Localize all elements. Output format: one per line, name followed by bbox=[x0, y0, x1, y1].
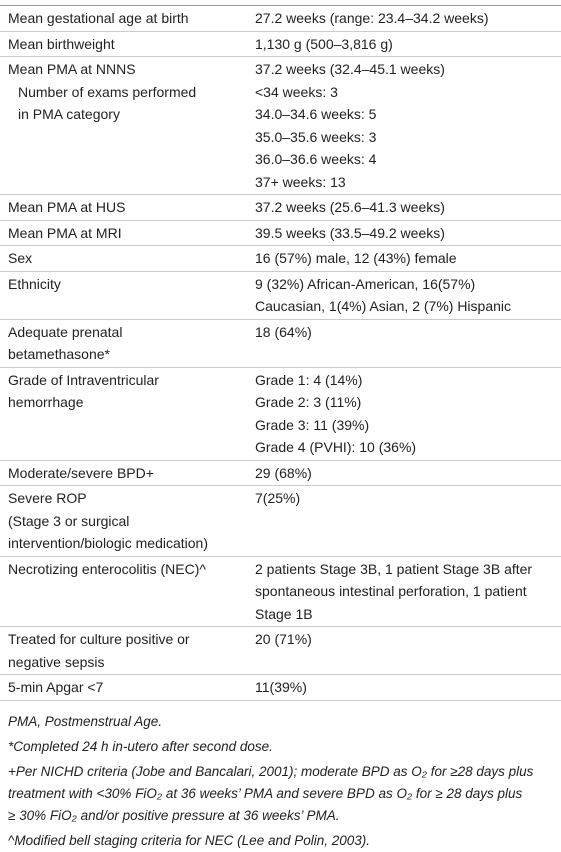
label-cell: Mean PMA at HUS bbox=[0, 194, 247, 221]
row-value: 37.2 weeks (32.4–45.1 weeks) bbox=[255, 61, 445, 77]
table-row: Moderate/severe BPD+ 29 (68%) bbox=[0, 460, 561, 486]
value-cell: 20 (71%) bbox=[247, 626, 561, 675]
value-cell: 7(25%) bbox=[247, 485, 561, 557]
value-cell: 9 (32%) African-American, 16(57%) Caucasi… bbox=[247, 271, 561, 320]
value-cell: 37.2 weeks (25.6–41.3 weeks) bbox=[247, 194, 561, 221]
row-sublabel: in PMA category bbox=[18, 106, 120, 122]
row-label: hemorrhage bbox=[8, 394, 84, 410]
table-row: Mean gestational age at birth 27.2 weeks … bbox=[0, 5, 561, 32]
row-label: Grade of Intraventricular bbox=[8, 371, 159, 388]
table-row: Treated for culture positive or negative … bbox=[0, 626, 561, 675]
table-row: Necrotizing enterocolitis (NEC)^ 2 patien… bbox=[0, 556, 561, 627]
label-cell: Moderate/severe BPD+ bbox=[0, 460, 247, 486]
footnotes: PMA, Postmenstrual Age. *Completed 24 h i… bbox=[0, 711, 561, 852]
footnote-line: ^Modified bell staging criteria for NEC … bbox=[8, 832, 371, 848]
table-row: Grade of Intraventricular hemorrhage Grade… bbox=[0, 367, 561, 461]
value-cell: 1,130 g (500–3,816 g) bbox=[247, 31, 561, 57]
row-label: 5-min Apgar <7 bbox=[8, 679, 104, 695]
row-label: betamethasone* bbox=[8, 346, 110, 362]
value-cell: 37.2 weeks (32.4–45.1 weeks) <34 weeks: 3… bbox=[247, 56, 561, 195]
row-label: Mean PMA at MRI bbox=[8, 224, 122, 241]
row-value: 27.2 weeks (range: 23.4–34.2 weeks) bbox=[255, 10, 489, 26]
label-cell: 5-min Apgar <7 bbox=[0, 674, 247, 701]
label-cell: Grade of Intraventricular hemorrhage bbox=[0, 367, 247, 461]
label-cell: Mean birthweight bbox=[0, 31, 247, 57]
row-label: Necrotizing enterocolitis (NEC)^ bbox=[8, 560, 206, 577]
label-cell: Sex bbox=[0, 245, 247, 272]
row-value: 9 (32%) African-American, 16(57%) bbox=[255, 275, 476, 292]
row-value: Grade 1: 4 (14%) bbox=[255, 371, 363, 388]
table-row: Severe ROP (Stage 3 or surgical interventi… bbox=[0, 485, 561, 557]
table-row: Ethnicity 9 (32%) African-American, 16(57… bbox=[0, 271, 561, 320]
label-cell: Ethnicity bbox=[0, 271, 247, 320]
row-value: 20 (71%) bbox=[255, 631, 312, 647]
row-value: 18 (64%) bbox=[255, 323, 312, 340]
row-value: <34 weeks: 3 bbox=[255, 83, 338, 100]
label-cell: Mean PMA at MRI bbox=[0, 220, 247, 246]
row-label: Severe ROP bbox=[8, 490, 87, 506]
row-label: Ethnicity bbox=[8, 275, 61, 292]
row-value: 16 (57%) male, 12 (43%) female bbox=[255, 250, 457, 266]
table-row: Sex 16 (57%) male, 12 (43%) female bbox=[0, 245, 561, 272]
table-row: Mean birthweight 1,130 g (500–3,816 g) bbox=[0, 31, 561, 57]
row-value: 34.0–34.6 weeks: 5 bbox=[255, 106, 377, 122]
label-cell: Treated for culture positive or negative … bbox=[0, 626, 247, 675]
data-table: Mean gestational age at birth 27.2 weeks … bbox=[0, 5, 561, 701]
footnote-line: *Completed 24 h in-utero after second do… bbox=[8, 738, 273, 754]
value-cell: 29 (68%) bbox=[247, 460, 561, 486]
table-row: Mean PMA at HUS 37.2 weeks (25.6–41.3 wee… bbox=[0, 194, 561, 221]
row-value: Grade 4 (PVHI): 10 (36%) bbox=[255, 439, 417, 455]
row-value: 1,130 g (500–3,816 g) bbox=[255, 35, 393, 52]
value-cell: 2 patients Stage 3B, 1 patient Stage 3B … bbox=[247, 556, 561, 627]
label-cell: Mean PMA at NNNS Number of exams performe… bbox=[0, 56, 247, 195]
row-label: Mean PMA at HUS bbox=[8, 199, 126, 215]
row-label: Adequate prenatal bbox=[8, 323, 123, 340]
row-value: 37+ weeks: 13 bbox=[255, 173, 346, 190]
row-value: 36.0–36.6 weeks: 4 bbox=[255, 151, 377, 167]
label-cell: Severe ROP (Stage 3 or surgical interventi… bbox=[0, 485, 247, 557]
row-label: Moderate/severe BPD+ bbox=[8, 464, 154, 481]
row-value: 39.5 weeks (33.5–49.2 weeks) bbox=[255, 224, 445, 241]
table-row: Mean PMA at MRI 39.5 weeks (33.5–49.2 wee… bbox=[0, 220, 561, 246]
row-value: spontaneous intestinal perforation, 1 pa… bbox=[255, 583, 527, 599]
footnote-line: ≥ 30% FiO₂ and/or positive pressure at 3… bbox=[8, 807, 340, 823]
row-value: Stage 1B bbox=[255, 605, 313, 622]
row-label: Mean birthweight bbox=[8, 35, 115, 52]
footnote-line: PMA, Postmenstrual Age. bbox=[8, 713, 163, 729]
row-value: 35.0–35.6 weeks: 3 bbox=[255, 128, 377, 145]
value-cell: 11(39%) bbox=[247, 674, 561, 701]
table-row: 5-min Apgar <7 11(39%) bbox=[0, 674, 561, 701]
row-value: 37.2 weeks (25.6–41.3 weeks) bbox=[255, 199, 445, 215]
value-cell: 16 (57%) male, 12 (43%) female bbox=[247, 245, 561, 272]
label-cell: Mean gestational age at birth bbox=[0, 5, 247, 32]
row-label: Treated for culture positive or bbox=[8, 631, 190, 647]
row-label: Mean PMA at NNNS bbox=[8, 61, 136, 77]
footnote-line: +Per NICHD criteria (Jobe and Bancalari,… bbox=[8, 763, 534, 779]
row-value: Caucasian, 1(4%) Asian, 2 (7%) Hispanic bbox=[255, 298, 512, 314]
value-cell: 27.2 weeks (range: 23.4–34.2 weeks) bbox=[247, 5, 561, 32]
row-sublabel: Number of exams performed bbox=[18, 83, 197, 100]
value-cell: 18 (64%) bbox=[247, 319, 561, 368]
table-row: Mean PMA at NNNS Number of exams performe… bbox=[0, 56, 561, 195]
footnote-line: treatment with <30% FiO₂ at 36 weeks’ PM… bbox=[8, 785, 523, 801]
row-value: 7(25%) bbox=[255, 490, 301, 506]
row-value: 29 (68%) bbox=[255, 464, 312, 481]
row-value: 2 patients Stage 3B, 1 patient Stage 3B … bbox=[255, 560, 533, 577]
row-label: (Stage 3 or surgical bbox=[8, 512, 130, 529]
label-cell: Adequate prenatal betamethasone* bbox=[0, 319, 247, 368]
value-cell: 39.5 weeks (33.5–49.2 weeks) bbox=[247, 220, 561, 246]
row-label: Mean gestational age at birth bbox=[8, 10, 189, 26]
row-value: Grade 2: 3 (11%) bbox=[255, 394, 362, 410]
value-cell: Grade 1: 4 (14%) Grade 2: 3 (11%) Grade 3:… bbox=[247, 367, 561, 461]
row-label: negative sepsis bbox=[8, 653, 105, 670]
row-label: intervention/biologic medication) bbox=[8, 535, 208, 551]
label-cell: Necrotizing enterocolitis (NEC)^ bbox=[0, 556, 247, 627]
row-value: Grade 3: 11 (39%) bbox=[255, 416, 370, 433]
table-row: Adequate prenatal betamethasone* 18 (64%) bbox=[0, 319, 561, 368]
row-value: 11(39%) bbox=[255, 679, 307, 695]
row-label: Sex bbox=[8, 250, 33, 266]
